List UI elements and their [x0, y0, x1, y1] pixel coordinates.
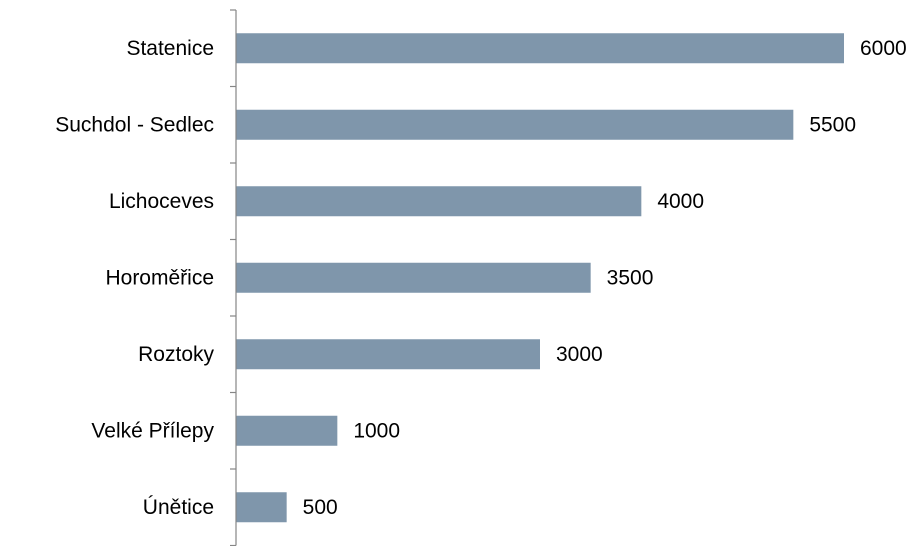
data-label: 3500 — [607, 266, 654, 289]
bar — [236, 33, 844, 64]
bar — [236, 339, 540, 370]
category-tick-label: Statenice — [126, 37, 214, 60]
category-tick-label: Suchdol - Sedlec — [55, 113, 214, 136]
data-label: 1000 — [353, 419, 400, 442]
data-label: 500 — [303, 496, 338, 519]
category-tick-label: Lichoceves — [109, 190, 214, 213]
bars-layer — [236, 33, 844, 523]
category-tick-label: Roztoky — [138, 343, 214, 366]
category-tick-label: Únětice — [143, 496, 214, 519]
data-label: 6000 — [860, 37, 907, 60]
bar — [236, 109, 794, 140]
labels-layer: Statenice 6000 Suchdol - Sedlec 5500 Lichoce… — [55, 37, 906, 519]
bar — [236, 415, 338, 446]
bar — [236, 262, 591, 293]
bar — [236, 186, 642, 217]
category-axis — [230, 9, 237, 546]
data-label: 5500 — [809, 113, 856, 136]
bar — [236, 492, 287, 523]
data-label: 3000 — [556, 343, 603, 366]
category-tick-label: Velké Přílepy — [91, 419, 214, 442]
category-tick-label: Horoměřice — [105, 266, 214, 289]
data-label: 4000 — [657, 190, 704, 213]
